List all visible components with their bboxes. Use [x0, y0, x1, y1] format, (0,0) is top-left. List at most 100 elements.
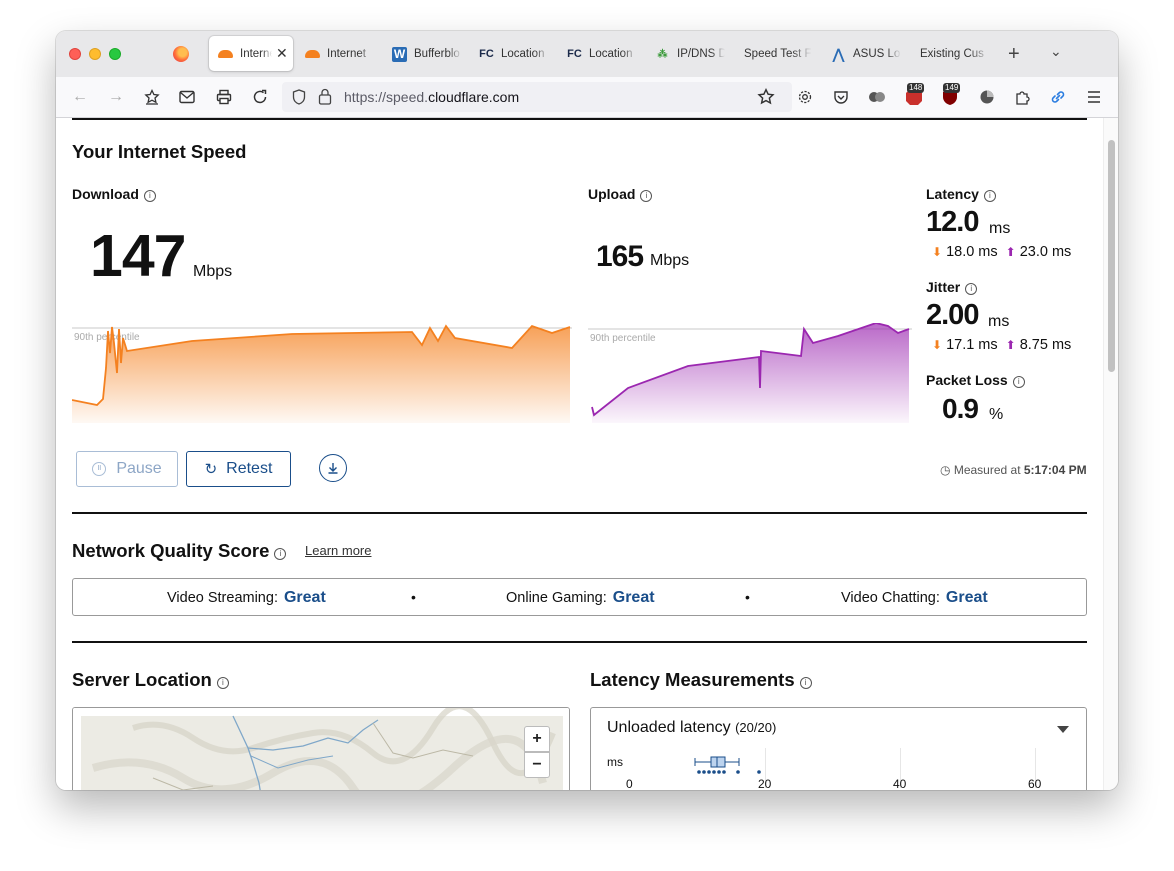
- print-icon[interactable]: [213, 86, 235, 108]
- gridline: [900, 748, 901, 788]
- network-quality-box: Video Streaming: Great • Online Gaming: Gr…: [72, 578, 1087, 616]
- tab-3[interactable]: W Bufferblo: [392, 46, 460, 62]
- cloudflare-icon: [305, 47, 320, 62]
- info-icon[interactable]: i: [983, 190, 996, 202]
- axis-tick-40: 40: [893, 777, 907, 790]
- zoom-out-button[interactable]: −: [524, 752, 550, 778]
- video-streaming-score: Video Streaming: Great: [167, 589, 326, 606]
- link-icon[interactable]: [1047, 86, 1069, 108]
- pocket-icon[interactable]: [830, 86, 852, 108]
- ublock-extension-icon[interactable]: 149: [939, 83, 961, 108]
- hamburger-menu-icon[interactable]: [1083, 86, 1105, 108]
- server-location-title: Server Location i: [72, 669, 229, 691]
- pause-button[interactable]: II Pause: [76, 451, 178, 487]
- packet-loss-value: 0.9: [942, 393, 979, 424]
- reload-icon[interactable]: [249, 86, 271, 108]
- gridline: [765, 748, 766, 788]
- zoom-window-button[interactable]: [109, 48, 121, 60]
- url-text[interactable]: https://speed.cloudflare.com: [344, 89, 520, 105]
- info-icon[interactable]: i: [274, 548, 287, 560]
- speed-section-title: Your Internet Speed: [72, 141, 247, 162]
- measured-time: ◷ Measured at 5:17:04 PM: [940, 463, 1087, 477]
- download-results-button[interactable]: [319, 454, 347, 482]
- tab-8[interactable]: ⋀ ASUS Lo: [832, 45, 901, 62]
- zoom-in-button[interactable]: +: [524, 726, 550, 752]
- server-map[interactable]: + −: [72, 707, 570, 790]
- upload-arrow-icon: ⬆: [1005, 245, 1016, 259]
- tab-1[interactable]: Interne ✕: [209, 36, 293, 71]
- tab-2[interactable]: Internet: [305, 31, 379, 77]
- latency-unit: ms: [989, 220, 1011, 237]
- info-icon[interactable]: i: [640, 190, 653, 202]
- browser-window: Interne ✕ Internet W Bufferblo FC Locati…: [56, 31, 1118, 790]
- download-unit: Mbps: [193, 263, 233, 280]
- packet-loss-label: Packet Loss i: [926, 372, 1025, 388]
- dns-icon: ⁂: [657, 48, 668, 60]
- minimize-window-button[interactable]: [89, 48, 101, 60]
- latency-panel-title: Unloaded latency (20/20): [607, 719, 777, 736]
- fcc-icon: FC: [567, 48, 582, 60]
- tab-7[interactable]: Speed Test F: [744, 48, 812, 60]
- packet-loss-unit: %: [989, 406, 1004, 423]
- fcc-icon: FC: [479, 48, 494, 60]
- pie-chart-extension-icon[interactable]: [976, 86, 998, 108]
- upload-label: Upload i: [588, 186, 653, 202]
- jitter-value: 2.00: [926, 299, 979, 331]
- tab-9[interactable]: Existing Cus: [920, 48, 984, 60]
- address-bar[interactable]: https://speed.cloudflare.com: [282, 82, 792, 112]
- upload-area: [592, 323, 909, 423]
- mail-icon[interactable]: [176, 86, 198, 108]
- close-tab-icon[interactable]: ✕: [276, 45, 288, 61]
- latency-label: Latency i: [926, 186, 996, 202]
- close-window-button[interactable]: [69, 48, 81, 60]
- tab-4[interactable]: FC Location: [479, 48, 545, 60]
- tracking-protection-shield-icon[interactable]: [292, 89, 306, 110]
- adblock-extension-icon[interactable]: 148: [903, 83, 925, 108]
- forward-button[interactable]: →: [108, 88, 124, 105]
- latency-axis-unit: ms: [607, 755, 623, 769]
- latency-split: ⬇ 18.0 ms ⬆ 23.0 ms: [932, 244, 1072, 260]
- jitter-label: Jitter i: [926, 279, 978, 295]
- vertical-scrollbar[interactable]: [1103, 118, 1118, 790]
- section-divider: [72, 118, 1087, 120]
- scrollbar-thumb[interactable]: [1108, 140, 1115, 372]
- network-quality-title: Network Quality Score i: [72, 540, 287, 562]
- upload-arrow-icon: ⬆: [1005, 338, 1016, 352]
- firefox-icon[interactable]: [173, 46, 189, 62]
- jitter-split: ⬇ 17.1 ms ⬆ 8.75 ms: [932, 337, 1072, 353]
- download-line: [72, 324, 571, 406]
- info-icon[interactable]: i: [216, 677, 229, 689]
- puzzle-extensions-icon[interactable]: [1011, 86, 1033, 108]
- section-divider: [72, 512, 1087, 514]
- learn-more-link[interactable]: Learn more: [305, 543, 372, 558]
- section-divider: [72, 641, 1087, 643]
- navigation-toolbar: ← → https://speed.cloudflare.com: [56, 77, 1118, 118]
- new-tab-button[interactable]: +: [1008, 43, 1020, 65]
- jitter-unit: ms: [988, 313, 1010, 330]
- retest-button[interactable]: ↻ Retest: [186, 451, 291, 487]
- info-icon[interactable]: i: [799, 677, 812, 689]
- tab-5[interactable]: FC Location: [567, 48, 633, 60]
- latency-panel[interactable]: Unloaded latency (20/20) ms 0 20 40: [590, 707, 1087, 790]
- bookmark-star-icon[interactable]: [141, 86, 163, 108]
- axis-tick-60: 60: [1028, 777, 1042, 790]
- info-icon[interactable]: i: [965, 283, 978, 295]
- waveform-icon: W: [392, 46, 407, 62]
- extension-circles-icon[interactable]: [866, 86, 888, 108]
- info-icon[interactable]: i: [1012, 376, 1025, 388]
- lock-icon[interactable]: [318, 88, 332, 110]
- info-icon[interactable]: i: [143, 190, 156, 202]
- upload-value: 165: [596, 240, 644, 273]
- chevron-down-icon[interactable]: [1057, 726, 1069, 733]
- cloudflare-icon: [218, 46, 233, 61]
- asus-icon: ⋀: [832, 45, 845, 62]
- retest-icon: ↻: [204, 461, 218, 478]
- upload-chart: 90th percentile: [588, 323, 912, 423]
- bookmark-star-icon[interactable]: [755, 86, 777, 108]
- chevron-down-icon[interactable]: ⌄: [1050, 43, 1062, 59]
- tab-6[interactable]: ⁂ IP/DNS D: [655, 31, 729, 77]
- back-button[interactable]: ←: [72, 88, 88, 105]
- map-terrain: [73, 708, 569, 790]
- page-content: Your Internet Speed Download i 147 Mbps 9…: [56, 118, 1103, 790]
- gear-icon[interactable]: [794, 86, 816, 108]
